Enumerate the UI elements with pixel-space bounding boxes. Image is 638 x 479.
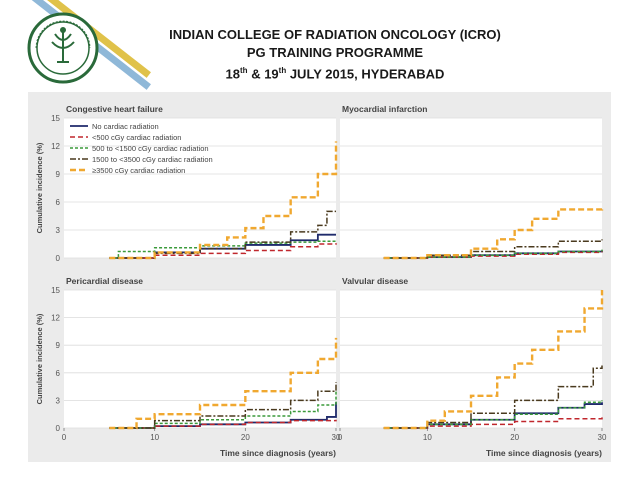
- header-line-1: INDIAN COLLEGE OF RADIATION ONCOLOGY (IC…: [169, 27, 501, 42]
- y-tick-label: 12: [51, 314, 60, 323]
- x-axis-label-left: Time since diagnosis (years): [220, 448, 336, 458]
- plot-area-2: [340, 118, 602, 258]
- x-tick-label: 10: [150, 433, 159, 442]
- legend-label-5: ≥3500 cGy cardiac radiation: [92, 166, 185, 175]
- y-tick-label: 9: [56, 341, 61, 350]
- header-day1: 18: [225, 66, 241, 82]
- y-tick-label: 6: [56, 369, 61, 378]
- header-sup2: th: [278, 66, 287, 75]
- panel-title: Pericardial disease: [66, 276, 143, 286]
- x-tick-label: 30: [332, 433, 341, 442]
- y-tick-label: 0: [56, 424, 61, 433]
- header-rest: JULY 2015, HYDERABAD: [286, 66, 445, 82]
- figure-panel: 0 3 6 9 12 15 Congestive heart failure Cumulati…: [28, 92, 611, 462]
- x-tick-label: 0: [338, 433, 343, 442]
- series-line-5: [383, 207, 604, 260]
- legend-label-1: No cardiac radiation: [92, 122, 159, 131]
- panel-title: Valvular disease: [342, 276, 408, 286]
- x-tick-label: 10: [423, 433, 432, 442]
- y-tick-label: 12: [51, 142, 60, 151]
- header-amp: & 19: [247, 66, 279, 82]
- series-line-5: [109, 337, 338, 430]
- y-tick-label: 3: [56, 226, 61, 235]
- y-tick-label: 0: [56, 254, 61, 263]
- panel-title: Myocardial infarction: [342, 104, 428, 114]
- y-axis-label: Cumulative incidence (%): [35, 142, 44, 233]
- x-axis-label: Time since diagnosis (years): [486, 448, 602, 458]
- icro-logo-seal: [27, 12, 99, 84]
- y-tick-label: 3: [56, 396, 61, 405]
- y-tick-label: 15: [51, 114, 60, 123]
- y-axis-label: Cumulative incidence (%): [35, 313, 44, 404]
- legend-label-2: <500 cGy cardiac radiation: [92, 133, 181, 142]
- legend-label-4: 1500 to <3500 cGy cardiac radiation: [92, 155, 213, 164]
- x-tick-label: 20: [241, 433, 250, 442]
- header-line-3: 18th & 19th JULY 2015, HYDERABAD: [120, 62, 550, 83]
- chart-svg: 0 3 6 9 12 15 Congestive heart failure Cumulati…: [35, 104, 607, 458]
- x-tick-label: 30: [598, 433, 607, 442]
- x-tick-label: 0: [62, 433, 67, 442]
- series-line-5: [109, 141, 338, 260]
- y-tick-label: 15: [51, 286, 60, 295]
- series-line-4: [109, 382, 337, 429]
- y-tick-label: 9: [56, 170, 61, 179]
- series-line-5: [383, 290, 604, 430]
- header-line-2: PG TRAINING PROGRAMME: [246, 45, 424, 60]
- y-tick-label: 6: [56, 198, 61, 207]
- legend-label-3: 500 to <1500 cGy cardiac radiation: [92, 144, 209, 153]
- series-line-2: [109, 419, 337, 429]
- slide-header: INDIAN COLLEGE OF RADIATION ONCOLOGY (IC…: [120, 26, 550, 83]
- x-tick-label: 20: [510, 433, 519, 442]
- series-line-3: [383, 249, 603, 259]
- panel-title: Congestive heart failure: [66, 104, 163, 114]
- header-sup1: th: [240, 66, 248, 75]
